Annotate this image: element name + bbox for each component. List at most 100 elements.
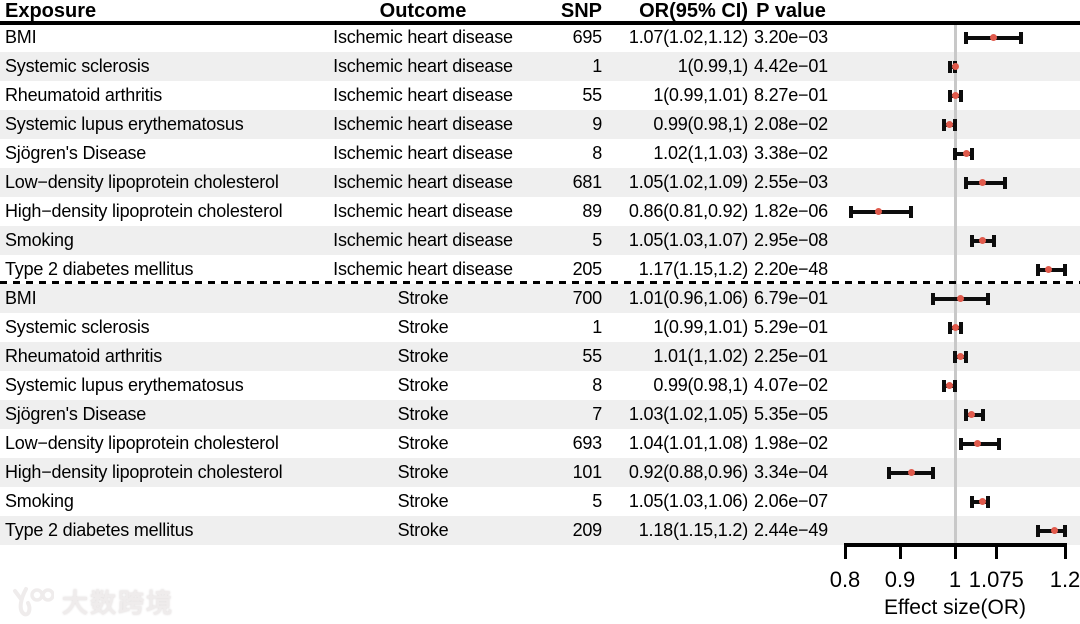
ci-cap-left [953, 350, 957, 363]
exposure-cell: BMI [5, 288, 37, 308]
or-ci-cell: 1(0.99,1) [677, 56, 748, 76]
ci-cap-left [947, 60, 952, 73]
or-point-estimate-dot [951, 324, 959, 331]
snp-cell: 5 [592, 491, 602, 511]
outcome-cell: Ischemic heart disease [333, 114, 513, 134]
ci-cap-right [986, 292, 990, 305]
or-point-estimate-dot [990, 34, 997, 41]
exposure-cell: High−density lipoprotein cholesterol [5, 462, 283, 482]
ci-cap-left [1035, 263, 1040, 276]
ci-cap-right [931, 466, 935, 479]
ci-cap-right [958, 89, 963, 102]
or-point-estimate-dot [874, 208, 882, 215]
ci-cap-right [909, 205, 913, 218]
exposure-cell: BMI [5, 27, 37, 47]
or-point-estimate-dot [962, 150, 970, 157]
exposure-cell: High−density lipoprotein cholesterol [5, 201, 283, 221]
or-ci-cell: 0.86(0.81,0.92) [628, 201, 748, 221]
p-value-cell: 2.06e−07 [754, 491, 828, 511]
or-ci-cell: 0.92(0.88,0.96) [628, 462, 748, 482]
p-value-cell: 5.29e−01 [754, 317, 828, 337]
table-row-stripe [0, 284, 1080, 313]
p-value-cell: 4.07e−02 [754, 375, 828, 395]
exposure-cell: Sjögren's Disease [5, 404, 147, 424]
table-row-stripe [0, 400, 1080, 429]
p-value-cell: 3.20e−03 [754, 27, 828, 47]
snp-cell: 1 [592, 317, 602, 337]
or-point-estimate-dot [979, 179, 986, 186]
ci-cap-left [969, 234, 974, 247]
or-point-estimate-dot [946, 382, 953, 389]
snp-cell: 55 [582, 346, 602, 366]
axis-tick [994, 543, 998, 559]
or-point-estimate-dot [1050, 527, 1058, 534]
ci-cap-right [1002, 176, 1007, 189]
snp-cell: 8 [592, 143, 602, 163]
outcome-cell: Stroke [397, 520, 449, 540]
snp-cell: 681 [572, 172, 603, 192]
table-row-stripe [0, 168, 1080, 197]
column-header-outcome: Outcome [379, 0, 467, 22]
p-value-cell: 1.82e−06 [754, 201, 828, 221]
or-ci-cell: 1.18(1.15,1.2) [638, 520, 748, 540]
section-divider-dashed-line [0, 281, 1080, 284]
column-header-exposure: Exposure [5, 0, 97, 22]
exposure-cell: Low−density lipoprotein cholesterol [5, 433, 279, 453]
ci-cap-left [953, 147, 957, 160]
outcome-cell: Stroke [397, 491, 449, 511]
ci-cap-right [1063, 263, 1067, 276]
snp-cell: 209 [572, 520, 603, 540]
table-row-stripe [0, 516, 1080, 545]
ci-cap-left [964, 31, 968, 44]
ci-cap-left [931, 292, 935, 305]
p-value-cell: 2.95e−08 [754, 230, 828, 250]
outcome-cell: Stroke [397, 375, 449, 395]
exposure-cell: Type 2 diabetes mellitus [5, 259, 194, 279]
axis-tick-label: 1 [948, 567, 962, 592]
axis-tick [1063, 543, 1067, 559]
ci-cap-right [969, 147, 974, 160]
table-row-stripe [0, 110, 1080, 139]
outcome-cell: Ischemic heart disease [333, 259, 513, 279]
outcome-cell: Ischemic heart disease [333, 27, 513, 47]
snp-cell: 205 [572, 259, 603, 279]
axis-tick [898, 543, 902, 559]
p-value-cell: 2.55e−03 [754, 172, 828, 192]
or-point-estimate-dot [1045, 266, 1052, 273]
or-point-estimate-dot [968, 411, 975, 418]
ci-cap-right [997, 437, 1001, 450]
snp-cell: 700 [572, 288, 603, 308]
axis-tick [843, 543, 847, 559]
ci-cap-right [1019, 31, 1023, 44]
outcome-cell: Ischemic heart disease [333, 85, 513, 105]
ci-cap-left [958, 437, 963, 450]
ci-cap-right [964, 350, 968, 363]
ci-cap-right [953, 118, 957, 131]
snp-cell: 9 [592, 114, 602, 134]
ci-cap-left [964, 408, 968, 421]
axis-tick [953, 543, 957, 559]
ci-cap-right [991, 234, 996, 247]
exposure-cell: Systemic lupus erythematosus [5, 114, 244, 134]
p-value-cell: 3.38e−02 [754, 143, 828, 163]
or-ci-cell: 0.99(0.98,1) [653, 375, 748, 395]
column-header-p-value: P value [756, 0, 826, 22]
p-value-cell: 8.27e−01 [754, 85, 828, 105]
ci-cap-right [980, 408, 985, 421]
or-ci-cell: 1.07(1.02,1.12) [628, 27, 748, 47]
exposure-cell: Rheumatoid arthritis [5, 85, 163, 105]
ci-cap-right [986, 495, 990, 508]
snp-cell: 5 [592, 230, 602, 250]
watermark-text: 大数跨境 [62, 588, 175, 618]
or-ci-cell: 1(0.99,1.01) [653, 317, 748, 337]
p-value-cell: 3.34e−04 [754, 462, 828, 482]
ci-cap-left [947, 321, 952, 334]
or-ci-cell: 1.03(1.02,1.05) [628, 404, 748, 424]
watermark-100-logo [13, 586, 54, 616]
watermark: 大数跨境 [10, 583, 174, 620]
exposure-cell: Smoking [5, 230, 74, 250]
or-point-estimate-dot [946, 121, 953, 128]
p-value-cell: 2.25e−01 [754, 346, 828, 366]
outcome-cell: Stroke [397, 288, 449, 308]
